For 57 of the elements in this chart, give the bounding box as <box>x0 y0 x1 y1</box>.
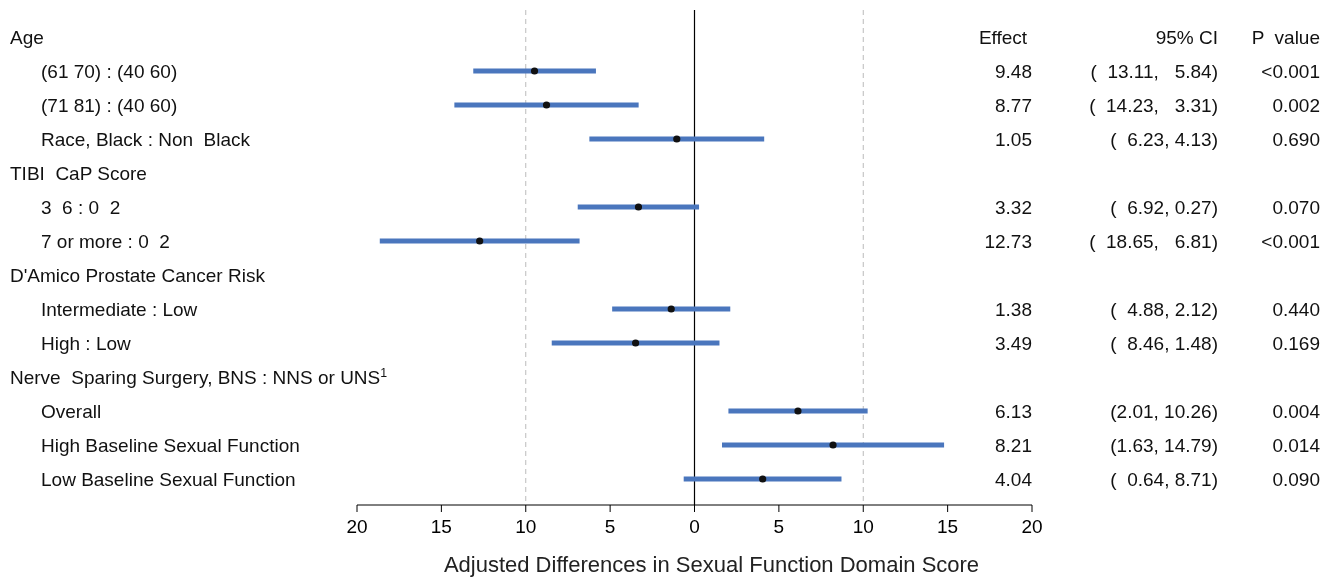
text: ( 6.92, 0.27) <box>1110 197 1218 218</box>
x-tick-label: 5 <box>604 516 616 537</box>
text: ( 0.64, 8.71) <box>1110 469 1218 490</box>
annotation: 9.48 <box>995 61 1032 82</box>
y-tick-label: Low Baseline Sexual Function <box>41 469 296 490</box>
x-tick-label: 15 <box>937 516 959 537</box>
text: 0.169 <box>1272 333 1320 354</box>
text: 95% CI <box>1155 27 1218 48</box>
x-tick-label: 15 <box>430 516 452 537</box>
text: TIBI CaP Score <box>10 163 147 184</box>
x-axis-title: Adjusted Differences in Sexual Function Domain Score <box>443 552 980 577</box>
text: ( 14.23, 3.31) <box>1089 95 1218 116</box>
annotation: 3.49 <box>995 333 1032 354</box>
annotation: 1.05 <box>995 129 1032 150</box>
y-tick-label: (61 70) : (40 60) <box>41 61 178 82</box>
text: P value <box>1251 27 1320 48</box>
text: D'Amico Prostate Cancer Risk <box>10 265 266 286</box>
annotation: 8.21 <box>995 435 1032 456</box>
y-tick-label: (71 81) : (40 60) <box>41 95 178 116</box>
text: ( 6.23, 4.13) <box>1110 129 1218 150</box>
annotation: 3.32 <box>995 197 1032 218</box>
annotation: Nerve Sparing Surgery, BNS : NNS or UNS$^{1}$ <box>10 366 388 388</box>
text: ( 18.65, 6.81) <box>1089 231 1218 252</box>
text: ( 8.46, 1.48) <box>1110 333 1218 354</box>
annotation: 1.38 <box>995 299 1032 320</box>
y-tick-label: Intermediate : Low <box>41 299 198 320</box>
text: <0.001 <box>1261 231 1320 252</box>
text: (2.01, 10.26) <box>1110 401 1218 422</box>
annotation: 8.77 <box>995 95 1032 116</box>
y-tick-label: 3 6 : 0 2 <box>41 197 121 218</box>
y-tick-label: High : Low <box>41 333 132 354</box>
x-tick-label: 20 <box>346 516 368 537</box>
y-tick-label: High Baseline Sexual Function <box>41 435 300 456</box>
text: (1.63, 14.79) <box>1110 435 1218 456</box>
y-tick-label: Race, Black : Non Black <box>41 129 251 150</box>
x-tick-label: 20 <box>1021 516 1043 537</box>
text: 0.002 <box>1272 95 1320 116</box>
text: 0.090 <box>1272 469 1320 490</box>
y-tick-label: Overall <box>41 401 102 422</box>
annotation: Effect <box>978 27 1028 48</box>
text: Age <box>10 27 44 48</box>
annotation: 6.13 <box>995 401 1032 422</box>
annotation: 4.04 <box>995 469 1033 490</box>
x-tick-label: 0 <box>689 516 700 537</box>
text: 0.070 <box>1272 197 1320 218</box>
text: <0.001 <box>1261 61 1320 82</box>
x-tick-label: 10 <box>852 516 874 537</box>
text: ( 13.11, 5.84) <box>1090 61 1218 82</box>
text: 0.690 <box>1272 129 1320 150</box>
x-tick-label: 5 <box>773 516 785 537</box>
text: ( 4.88, 2.12) <box>1110 299 1218 320</box>
x-tick-label: 10 <box>515 516 537 537</box>
text: 0.004 <box>1272 401 1321 422</box>
y-tick-label: 7 or more : 0 2 <box>41 231 170 252</box>
text: 0.440 <box>1272 299 1320 320</box>
text: 0.014 <box>1272 435 1321 456</box>
annotation: 12.73 <box>984 231 1032 252</box>
